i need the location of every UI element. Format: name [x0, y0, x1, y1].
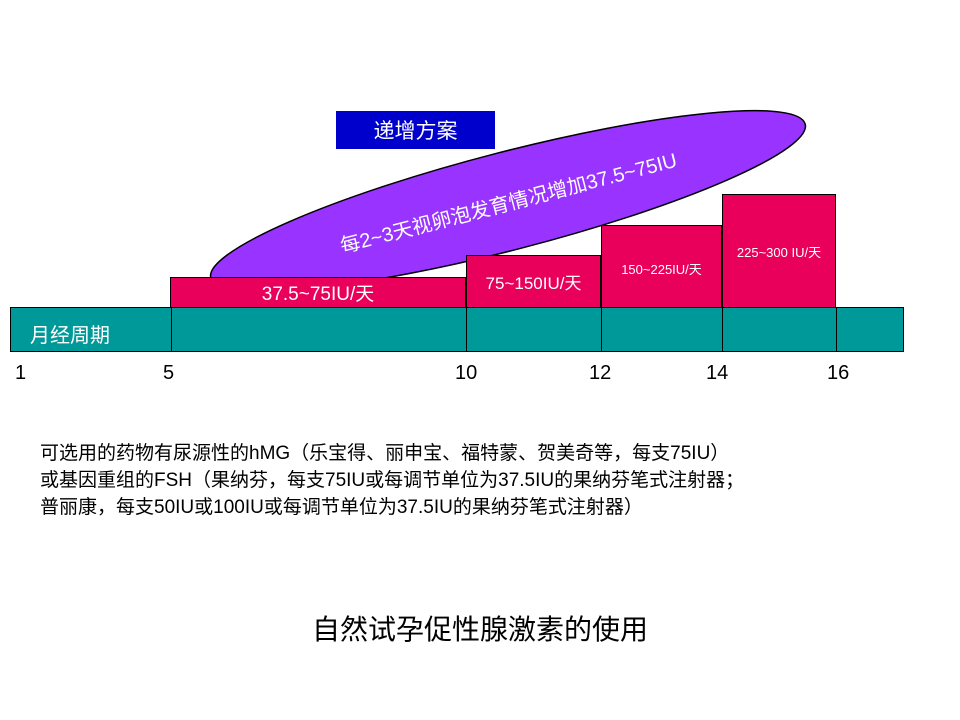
note-line: 可选用的药物有尿源性的hMG（乐宝得、丽申宝、福特蒙、贺美奇等，每支75IU）	[40, 443, 730, 464]
day-tick: 10	[455, 362, 478, 384]
dose-bar-label: 150~225IU/天	[621, 262, 702, 277]
day-tick: 12	[589, 362, 612, 384]
dose-bar-3: 150~225IU/天	[601, 225, 722, 308]
cycle-divider	[836, 308, 837, 351]
cycle-divider	[466, 308, 467, 351]
dose-bar-4: 225~300 IU/天	[722, 194, 836, 308]
day-tick: 5	[163, 362, 175, 384]
cycle-label: 月经周期	[30, 325, 110, 347]
dose-bar-1: 37.5~75IU/天	[170, 277, 466, 308]
day-tick: 1	[15, 362, 27, 384]
menstrual-cycle-bar	[10, 307, 904, 352]
note-line: 或基因重组的FSH（果纳芬，每支75IU或每调节单位为37.5IU的果纳芬笔式注…	[40, 470, 745, 491]
cycle-divider	[601, 308, 602, 351]
scheme-label: 递增方案	[336, 111, 495, 149]
cycle-divider	[171, 308, 172, 351]
day-tick: 16	[827, 362, 850, 384]
drug-note: 可选用的药物有尿源性的hMG（乐宝得、丽申宝、福特蒙、贺美奇等，每支75IU） …	[40, 440, 940, 521]
dose-bar-label: 37.5~75IU/天	[261, 284, 375, 305]
dose-bar-label: 225~300 IU/天	[736, 245, 822, 260]
dose-bar-label: 75~150IU/天	[485, 274, 582, 293]
page-title: 自然试孕促性腺激素的使用	[311, 614, 648, 645]
day-tick: 14	[706, 362, 729, 384]
cycle-divider	[722, 308, 723, 351]
note-line: 普丽康，每支50IU或100IU或每调节单位为37.5IU的果纳芬笔式注射器）	[40, 497, 643, 518]
dose-bar-2: 75~150IU/天	[466, 255, 601, 308]
